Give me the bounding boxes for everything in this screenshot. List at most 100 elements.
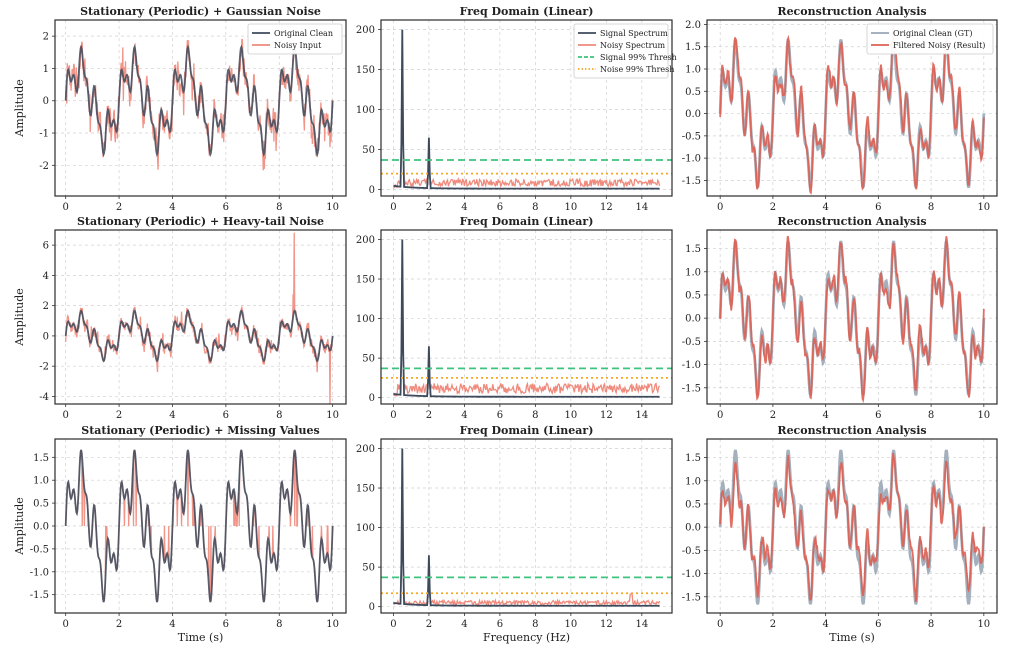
y-tick-label: 6 xyxy=(43,241,49,252)
x-tick-label: 0 xyxy=(390,619,396,630)
x-tick-label: 2 xyxy=(770,619,776,630)
legend-label: Noise 99% Thresh xyxy=(600,65,674,74)
legend-label: Noisy Input xyxy=(274,41,322,50)
y-tick-label: 2 xyxy=(43,32,49,43)
axes-frame xyxy=(706,229,998,405)
y-tick-label: -2 xyxy=(39,161,49,172)
legend-label: Signal 99% Thresh xyxy=(600,53,677,62)
grid xyxy=(381,230,672,404)
x-tick-label: 6 xyxy=(223,619,229,630)
y-tick-label: 1 xyxy=(43,64,49,75)
x-tick-label: 2 xyxy=(426,410,432,421)
subplot-title: Reconstruction Analysis xyxy=(777,424,926,437)
grid xyxy=(55,230,346,404)
y-tick-label: 50 xyxy=(362,145,375,156)
x-tick-label: 12 xyxy=(600,410,613,421)
axes-frame xyxy=(380,19,673,197)
series-filtered-noisy-result xyxy=(719,25,985,195)
legend-box xyxy=(247,23,343,55)
y-tick-label: 1.5 xyxy=(685,42,701,53)
x-tick-label: 0 xyxy=(390,410,396,421)
legend-label: Original Clean (GT) xyxy=(893,29,973,38)
x-tick-label: 8 xyxy=(532,202,538,213)
legend: Original Clean Noisy Input xyxy=(247,23,343,55)
y-tick-label: 0 xyxy=(43,96,49,107)
series-original-clean xyxy=(64,309,334,363)
x-tick-label: 2 xyxy=(426,202,432,213)
x-tick-label: 6 xyxy=(497,410,503,421)
subplot-title: Stationary (Periodic) + Gaussian Noise xyxy=(80,5,321,18)
x-tick-label: 10 xyxy=(977,410,990,421)
y-tick-label: -1.5 xyxy=(682,383,701,394)
legend-box xyxy=(573,23,669,79)
y-tick-label: -1.5 xyxy=(682,176,701,187)
series-filtered-noisy-result xyxy=(719,452,985,602)
y-tick-label: 200 xyxy=(356,25,375,36)
x-tick-label: 4 xyxy=(461,619,467,630)
y-tick-label: -1.0 xyxy=(30,567,49,578)
x-tick-label: 4 xyxy=(822,410,828,421)
y-tick-label: -0.5 xyxy=(30,544,49,555)
x-tick-label: 0 xyxy=(717,619,723,630)
y-tick-label: 0 xyxy=(369,602,375,613)
x-tick-label: 8 xyxy=(928,619,934,630)
x-tick-label: 10 xyxy=(564,410,577,421)
y-axis-label: Amplitude xyxy=(13,79,26,138)
x-tick-label: 10 xyxy=(564,619,577,630)
y-tick-label: 100 xyxy=(356,523,375,534)
legend-label: Original Clean xyxy=(274,29,333,38)
subplot-3-2: 0 2 4 6 8 10 12 14 0 50 100 150 200 Freq Domain (Line… xyxy=(356,424,673,644)
x-tick-label: 2 xyxy=(770,202,776,213)
x-tick-label: 6 xyxy=(223,202,229,213)
y-tick-label: 0.5 xyxy=(685,87,701,98)
x-tick-label: 4 xyxy=(822,619,828,630)
series-signal-spectrum xyxy=(393,29,660,190)
axes-frame xyxy=(54,19,347,197)
x-tick-label: 0 xyxy=(62,619,68,630)
x-tick-label: 12 xyxy=(600,202,613,213)
y-tick-label: 0 xyxy=(369,185,375,196)
y-tick-label: 1.5 xyxy=(685,244,701,255)
x-tick-label: 0 xyxy=(717,202,723,213)
x-tick-label: 8 xyxy=(532,619,538,630)
subplot-title: Stationary (Periodic) + Heavy-tail Noise xyxy=(77,215,324,228)
y-tick-label: 1.0 xyxy=(685,476,701,487)
x-tick-label: 6 xyxy=(497,619,503,630)
y-tick-label: 0.5 xyxy=(685,499,701,510)
x-tick-label: 4 xyxy=(461,410,467,421)
x-tick-label: 10 xyxy=(326,619,339,630)
x-tick-label: 10 xyxy=(977,619,990,630)
y-tick-label: -4 xyxy=(39,392,49,403)
y-tick-label: 2 xyxy=(43,301,49,312)
x-axis-label: Time (s) xyxy=(829,631,875,644)
legend-box xyxy=(866,23,994,55)
plot-area xyxy=(64,38,334,171)
y-tick-label: -1.5 xyxy=(30,590,49,601)
y-tick-label: 1.5 xyxy=(685,453,701,464)
subplot-title: Reconstruction Analysis xyxy=(777,5,926,18)
x-tick-label: 10 xyxy=(977,202,990,213)
y-tick-label: -0.5 xyxy=(682,337,701,348)
series-noisy-spectrum xyxy=(393,244,661,397)
y-tick-label: 0.0 xyxy=(685,109,701,120)
x-tick-label: 8 xyxy=(276,619,282,630)
y-tick-label: 150 xyxy=(356,484,375,495)
subplot-title: Reconstruction Analysis xyxy=(777,215,926,228)
subplot-title: Freq Domain (Linear) xyxy=(460,5,594,18)
plot-area xyxy=(718,25,986,195)
series-original-clean xyxy=(64,449,334,603)
subplot-3-1: 0 2 4 6 8 10 -1.5 -1.0 -0.5 0.0 0.5 1.0 1.5 Stationar… xyxy=(13,424,347,644)
x-tick-label: 14 xyxy=(635,202,648,213)
y-tick-label: 1.0 xyxy=(685,267,701,278)
legend-label: Noisy Spectrum xyxy=(600,41,666,50)
series-original-clean xyxy=(64,44,334,158)
x-tick-label: 2 xyxy=(426,619,432,630)
series-noisy-spectrum xyxy=(393,453,661,608)
y-axis-label: Amplitude xyxy=(13,288,26,347)
series-signal-spectrum xyxy=(393,239,660,398)
legend-label: Filtered Noisy (Result) xyxy=(893,41,985,50)
x-axis-label: Frequency (Hz) xyxy=(483,631,570,644)
x-tick-label: 2 xyxy=(116,619,122,630)
y-tick-label: 100 xyxy=(356,314,375,325)
